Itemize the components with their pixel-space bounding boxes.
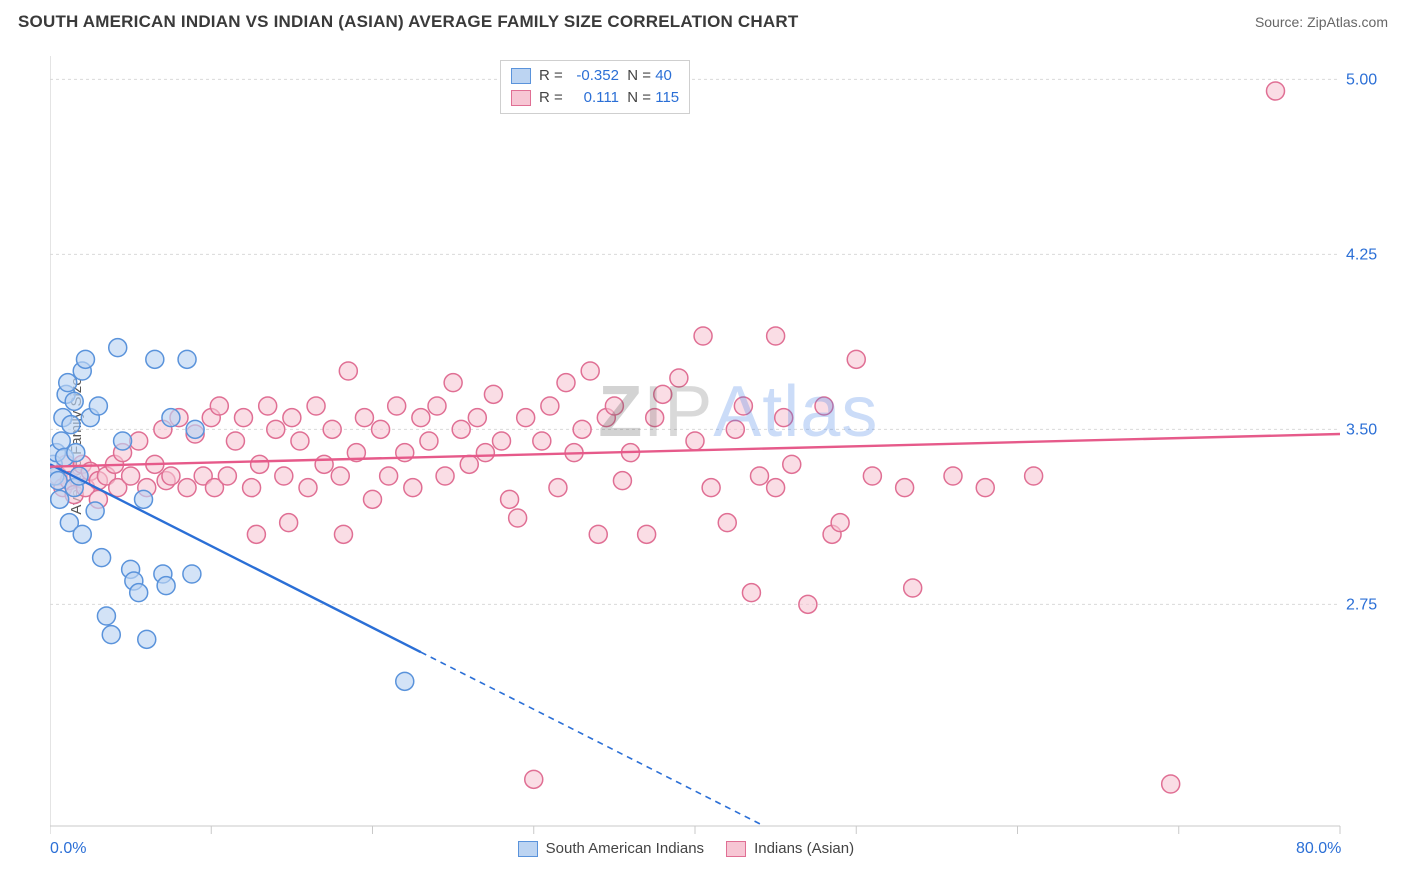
chart-source: Source: ZipAtlas.com [1255, 14, 1388, 30]
series-1 [50, 82, 1285, 793]
legend-swatch [518, 841, 538, 857]
series-legend: South American Indians Indians (Asian) [518, 840, 855, 857]
correlation-legend: R = -0.352 N = 40R = 0.111 N = 115 [500, 60, 690, 114]
legend-swatch [726, 841, 746, 857]
svg-text:4.25: 4.25 [1346, 246, 1377, 263]
legend-stat-row: R = -0.352 N = 40 [511, 65, 679, 87]
chart-container: 2.75 3.50 4.25 5.00 [50, 56, 1380, 846]
x-axis-max-label: 80.0% [1296, 840, 1341, 858]
x-axis-min-label: 0.0% [50, 840, 86, 858]
legend-swatch [511, 90, 531, 106]
svg-text:3.50: 3.50 [1346, 421, 1377, 438]
legend-label: Indians (Asian) [754, 840, 854, 857]
legend-item: South American Indians [518, 840, 704, 857]
series-0 [50, 339, 414, 691]
svg-text:2.75: 2.75 [1346, 596, 1377, 613]
svg-text:5.00: 5.00 [1346, 71, 1377, 88]
legend-swatch [511, 68, 531, 84]
legend-stat-row: R = 0.111 N = 115 [511, 87, 679, 109]
legend-label: South American Indians [546, 840, 704, 857]
legend-item: Indians (Asian) [726, 840, 854, 857]
scatter-chart: 2.75 3.50 4.25 5.00 [50, 56, 1380, 886]
chart-title: SOUTH AMERICAN INDIAN VS INDIAN (ASIAN) … [18, 12, 798, 32]
chart-header: SOUTH AMERICAN INDIAN VS INDIAN (ASIAN) … [0, 0, 1406, 38]
